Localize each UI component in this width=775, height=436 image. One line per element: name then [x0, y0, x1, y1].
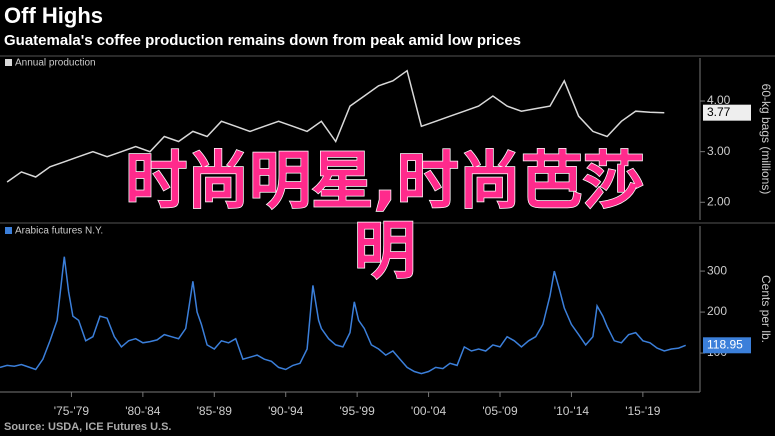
y-axis-label: Cents per lb. [759, 275, 773, 343]
value-label-box [703, 337, 751, 354]
x-tick-label: '90-'94 [268, 404, 304, 418]
legend-label: Arabica futures N.Y. [15, 226, 103, 237]
overlay-text: 明 [354, 214, 416, 287]
y-tick-label: 200 [707, 304, 727, 318]
y-tick-label: 3.00 [707, 144, 731, 158]
x-tick-label: '85-'89 [197, 404, 233, 418]
legend-swatch [5, 227, 12, 234]
x-tick-label: '80-'84 [125, 404, 161, 418]
y-tick-label: 300 [707, 263, 727, 277]
x-tick-label: '05-'09 [482, 404, 518, 418]
value-label: 3.77 [707, 105, 731, 119]
line-series [6, 69, 665, 183]
source: Source: USDA, ICE Futures U.S. [4, 421, 171, 433]
x-tick-label: '95-'99 [340, 404, 376, 418]
title: Off Highs [4, 3, 103, 28]
y-axis-label: 60-kg bags (millions) [759, 84, 773, 195]
line-series [0, 256, 686, 375]
overlay-text: 时尚明星,时尚芭莎 [125, 144, 645, 217]
value-label-box [703, 104, 751, 121]
subtitle: Guatemala's coffee production remains do… [4, 32, 521, 49]
y-tick-label: 2.00 [707, 194, 731, 208]
legend-label: Annual production [15, 58, 96, 69]
y-tick-label: 4.00 [707, 93, 731, 107]
x-tick-label: '10-'14 [554, 404, 590, 418]
x-tick-label: '75-'79 [54, 404, 90, 418]
value-label: 118.95 [707, 337, 743, 351]
legend-swatch [5, 59, 12, 66]
x-tick-label: '15-'19 [625, 404, 661, 418]
x-tick-label: '00-'04 [411, 404, 447, 418]
plots: 2.00 3.00 4.00 60-kg bags (millions) Annual … [0, 55, 775, 418]
